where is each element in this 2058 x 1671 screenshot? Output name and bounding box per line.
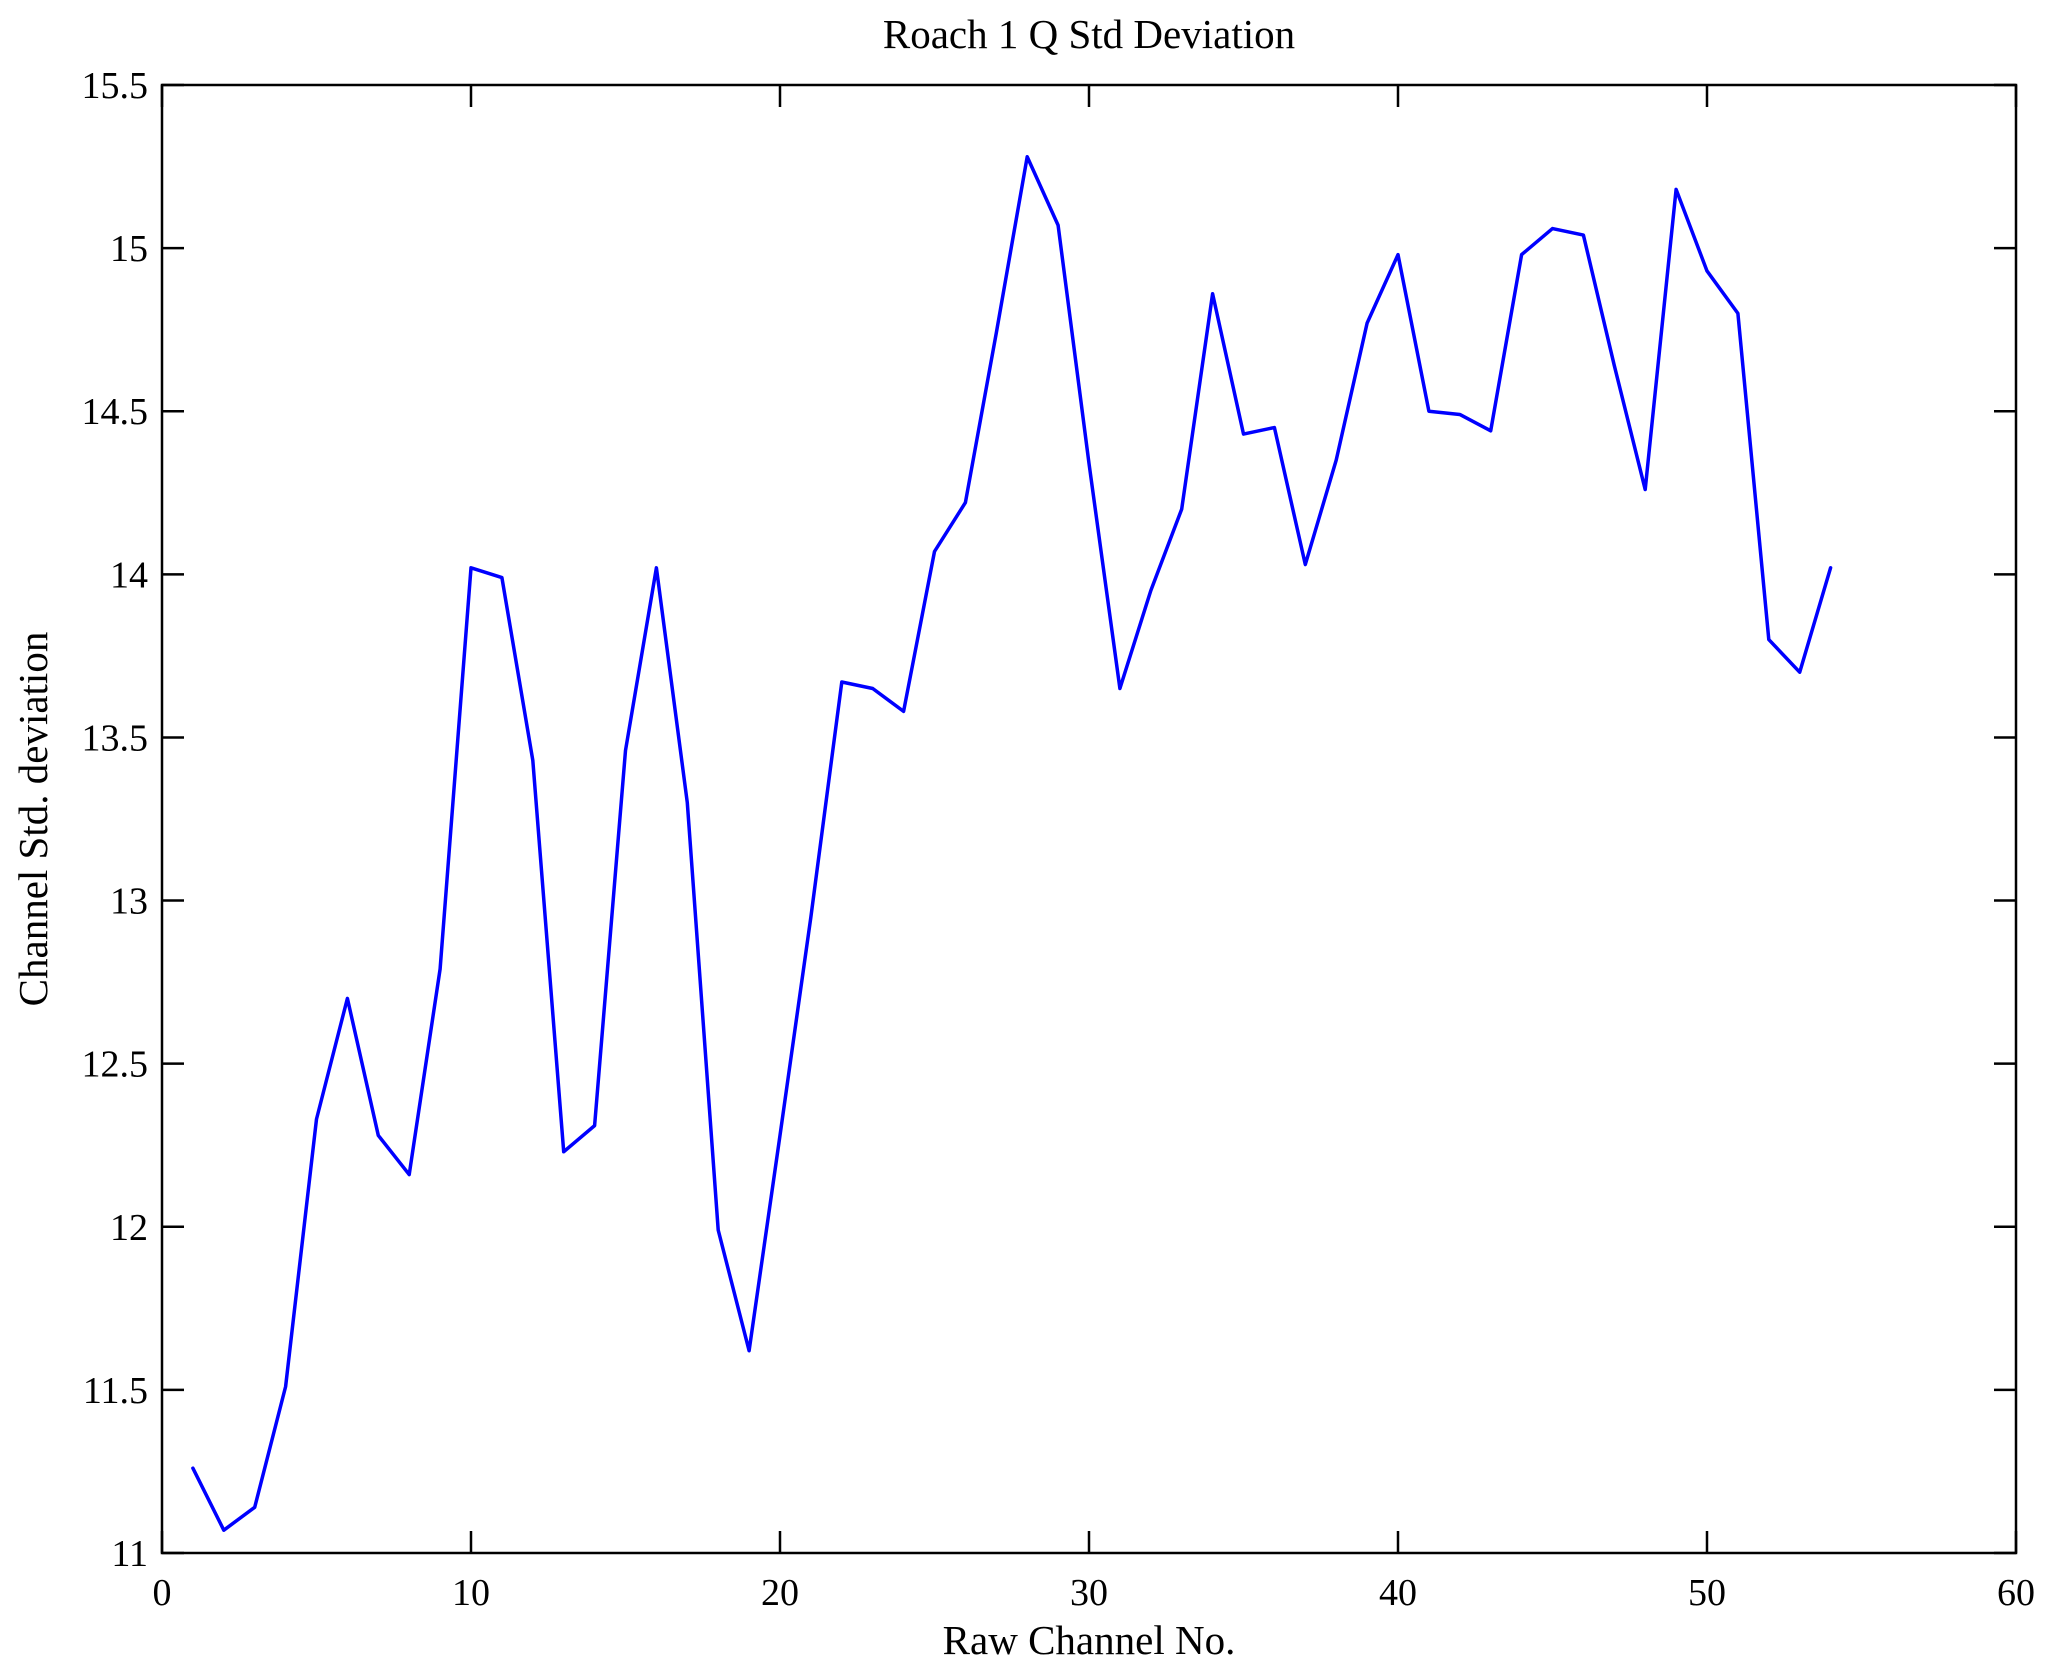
- y-tick-label: 12: [110, 1207, 148, 1249]
- x-axis-label: Raw Channel No.: [942, 1617, 1236, 1663]
- x-tick-label: 50: [1688, 1572, 1726, 1614]
- y-tick-label: 14: [110, 554, 148, 596]
- y-tick-label: 11.5: [83, 1370, 148, 1412]
- y-tick-label: 13: [110, 881, 148, 923]
- chart-title: Roach 1 Q Std Deviation: [882, 11, 1296, 57]
- x-tick-label: 0: [153, 1572, 172, 1614]
- x-tick-label: 20: [761, 1572, 799, 1614]
- plot-box: [160, 83, 2018, 1555]
- x-tick-label: 60: [1997, 1572, 2035, 1614]
- data-line: [191, 155, 1833, 1532]
- y-tick-label: 14.5: [82, 391, 149, 433]
- y-tick-label: 15.5: [82, 65, 149, 107]
- y-tick-label: 12.5: [82, 1044, 149, 1086]
- y-tick-label: 13.5: [82, 717, 149, 759]
- y-tick-label: 11: [111, 1533, 148, 1575]
- y-tick-label: 15: [110, 228, 148, 270]
- x-tick-label: 10: [452, 1572, 490, 1614]
- x-tick-label: 30: [1070, 1572, 1108, 1614]
- x-tick-label: 40: [1379, 1572, 1417, 1614]
